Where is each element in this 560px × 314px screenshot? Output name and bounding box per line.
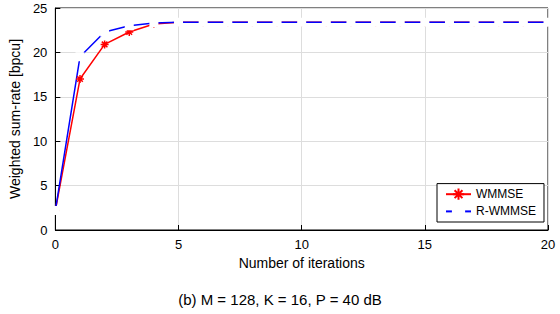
svg-text:10: 10 (33, 134, 47, 149)
svg-text:10: 10 (294, 237, 308, 252)
svg-text:20: 20 (541, 237, 555, 252)
svg-text:(b) M = 128, K = 16, P = 40 dB: (b) M = 128, K = 16, P = 40 dB (178, 291, 382, 308)
svg-text:WMMSE: WMMSE (476, 187, 523, 201)
svg-text:Number of iterations: Number of iterations (239, 255, 365, 271)
svg-text:Weighted sum-rate [bpcu]: Weighted sum-rate [bpcu] (7, 39, 23, 199)
svg-text:0: 0 (52, 237, 59, 252)
svg-text:15: 15 (418, 237, 432, 252)
svg-text:20: 20 (33, 45, 47, 60)
svg-text:25: 25 (33, 1, 47, 16)
svg-text:5: 5 (175, 237, 182, 252)
svg-text:0: 0 (40, 223, 47, 238)
svg-text:15: 15 (33, 89, 47, 104)
svg-text:R-WMMSE: R-WMMSE (476, 204, 536, 218)
svg-text:5: 5 (40, 178, 47, 193)
